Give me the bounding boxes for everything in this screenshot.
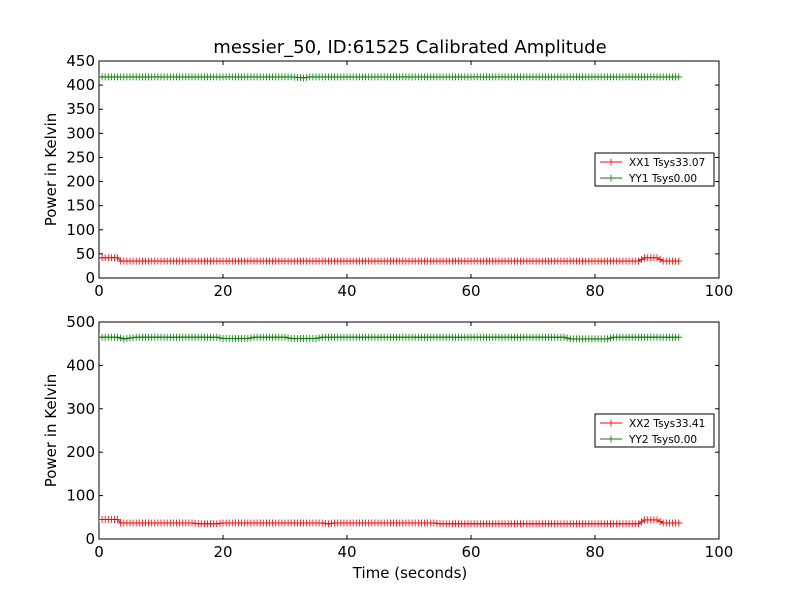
data-point xyxy=(675,257,683,265)
y-tick-label: 300 xyxy=(66,400,95,418)
data-point xyxy=(656,517,664,525)
data-point xyxy=(653,516,661,524)
legend-box xyxy=(594,152,715,187)
data-point xyxy=(653,254,661,262)
x-tick-label: 80 xyxy=(585,543,604,561)
y-tick-label: 0 xyxy=(85,269,95,287)
data-point xyxy=(675,519,683,527)
legend: XX2 Tsys33.41 YY2 Tsys0.00 xyxy=(594,413,715,448)
data-point xyxy=(315,334,323,342)
x-tick-label: 40 xyxy=(337,543,356,561)
data-point xyxy=(188,519,196,527)
data-point xyxy=(114,254,122,262)
data-point xyxy=(563,334,571,342)
data-point xyxy=(129,334,137,342)
x-axis-label: Time (seconds) xyxy=(352,564,468,582)
y-tick-label: 200 xyxy=(66,173,95,191)
y-tick-label: 0 xyxy=(85,530,95,548)
data-point xyxy=(284,334,292,342)
data-point xyxy=(191,519,199,527)
data-point xyxy=(120,335,128,343)
x-tick-label: 100 xyxy=(705,282,734,300)
data-point xyxy=(213,333,221,341)
y-tick-label: 400 xyxy=(66,356,95,374)
x-tick-label: 40 xyxy=(337,282,356,300)
data-point xyxy=(324,520,332,528)
x-tick-label: 80 xyxy=(585,282,604,300)
data-point xyxy=(603,335,611,343)
data-point xyxy=(321,519,329,527)
y-tick-label: 150 xyxy=(66,197,95,215)
legend-label: YY1 Tsys0.00 xyxy=(628,173,697,185)
data-point xyxy=(216,334,224,342)
data-point xyxy=(117,334,125,342)
data-point xyxy=(560,333,568,341)
x-tick-label: 20 xyxy=(213,282,232,300)
data-point xyxy=(433,519,441,527)
data-point xyxy=(430,519,438,527)
legend-swatch-marker xyxy=(607,174,615,182)
chart-title: messier_50, ID:61525 Calibrated Amplitud… xyxy=(213,37,606,58)
data-point xyxy=(114,515,122,523)
legend-swatch-marker xyxy=(607,158,615,166)
y-tick-label: 200 xyxy=(66,443,95,461)
data-point xyxy=(126,334,134,342)
y-axis-label: Power in Kelvin xyxy=(42,113,60,227)
data-point xyxy=(656,255,664,263)
y-tick-label: 100 xyxy=(66,221,95,239)
top-plot: 0 20 40 60 80 100 0 50 100 150 200 250 300 350 400 450 P… xyxy=(42,52,733,300)
data-point xyxy=(303,73,311,81)
data-point xyxy=(675,333,683,341)
data-point xyxy=(328,519,335,527)
legend-box xyxy=(594,413,715,448)
data-point xyxy=(634,257,642,265)
data-point xyxy=(247,334,255,342)
x-tick-label: 60 xyxy=(461,543,480,561)
legend-swatch-marker xyxy=(607,435,615,443)
legend-label: XX1 Tsys33.07 xyxy=(629,157,705,169)
data-point xyxy=(638,255,645,263)
x-tick-label: 60 xyxy=(461,282,480,300)
legend: XX1 Tsys33.07 YY1 Tsys0.00 xyxy=(594,152,715,187)
x-tick-label: 20 xyxy=(213,543,232,561)
y-tick-label: 250 xyxy=(66,148,95,166)
data-point xyxy=(675,73,683,81)
data-point xyxy=(244,334,252,342)
y-tick-label: 450 xyxy=(66,52,95,70)
y-tick-label: 100 xyxy=(66,487,95,505)
series-group xyxy=(99,333,683,528)
series-group xyxy=(99,73,683,265)
data-point xyxy=(213,520,221,528)
y-tick-label: 400 xyxy=(66,76,95,94)
data-point xyxy=(300,74,308,82)
y-tick-label: 300 xyxy=(66,124,95,142)
data-point xyxy=(607,334,614,342)
data-point xyxy=(312,334,320,342)
data-point xyxy=(123,334,131,342)
data-point xyxy=(216,519,224,527)
y-tick-label: 500 xyxy=(66,313,95,331)
data-point xyxy=(114,333,122,341)
x-tick-label: 0 xyxy=(94,282,104,300)
legend-label: YY2 Tsys0.00 xyxy=(628,434,697,446)
y-axis-label: Power in Kelvin xyxy=(42,374,60,488)
legend-swatch-marker xyxy=(607,419,615,427)
data-point xyxy=(318,519,326,527)
bottom-plot: 0 20 40 60 80 100 0 100 200 300 400 500 Power in Kel… xyxy=(42,313,733,561)
data-point xyxy=(281,333,289,341)
x-tick-label: 0 xyxy=(94,543,104,561)
y-tick-label: 50 xyxy=(76,245,95,263)
y-tick-label: 350 xyxy=(66,100,95,118)
x-tick-label: 100 xyxy=(705,543,734,561)
legend-label: XX2 Tsys33.41 xyxy=(629,418,705,430)
